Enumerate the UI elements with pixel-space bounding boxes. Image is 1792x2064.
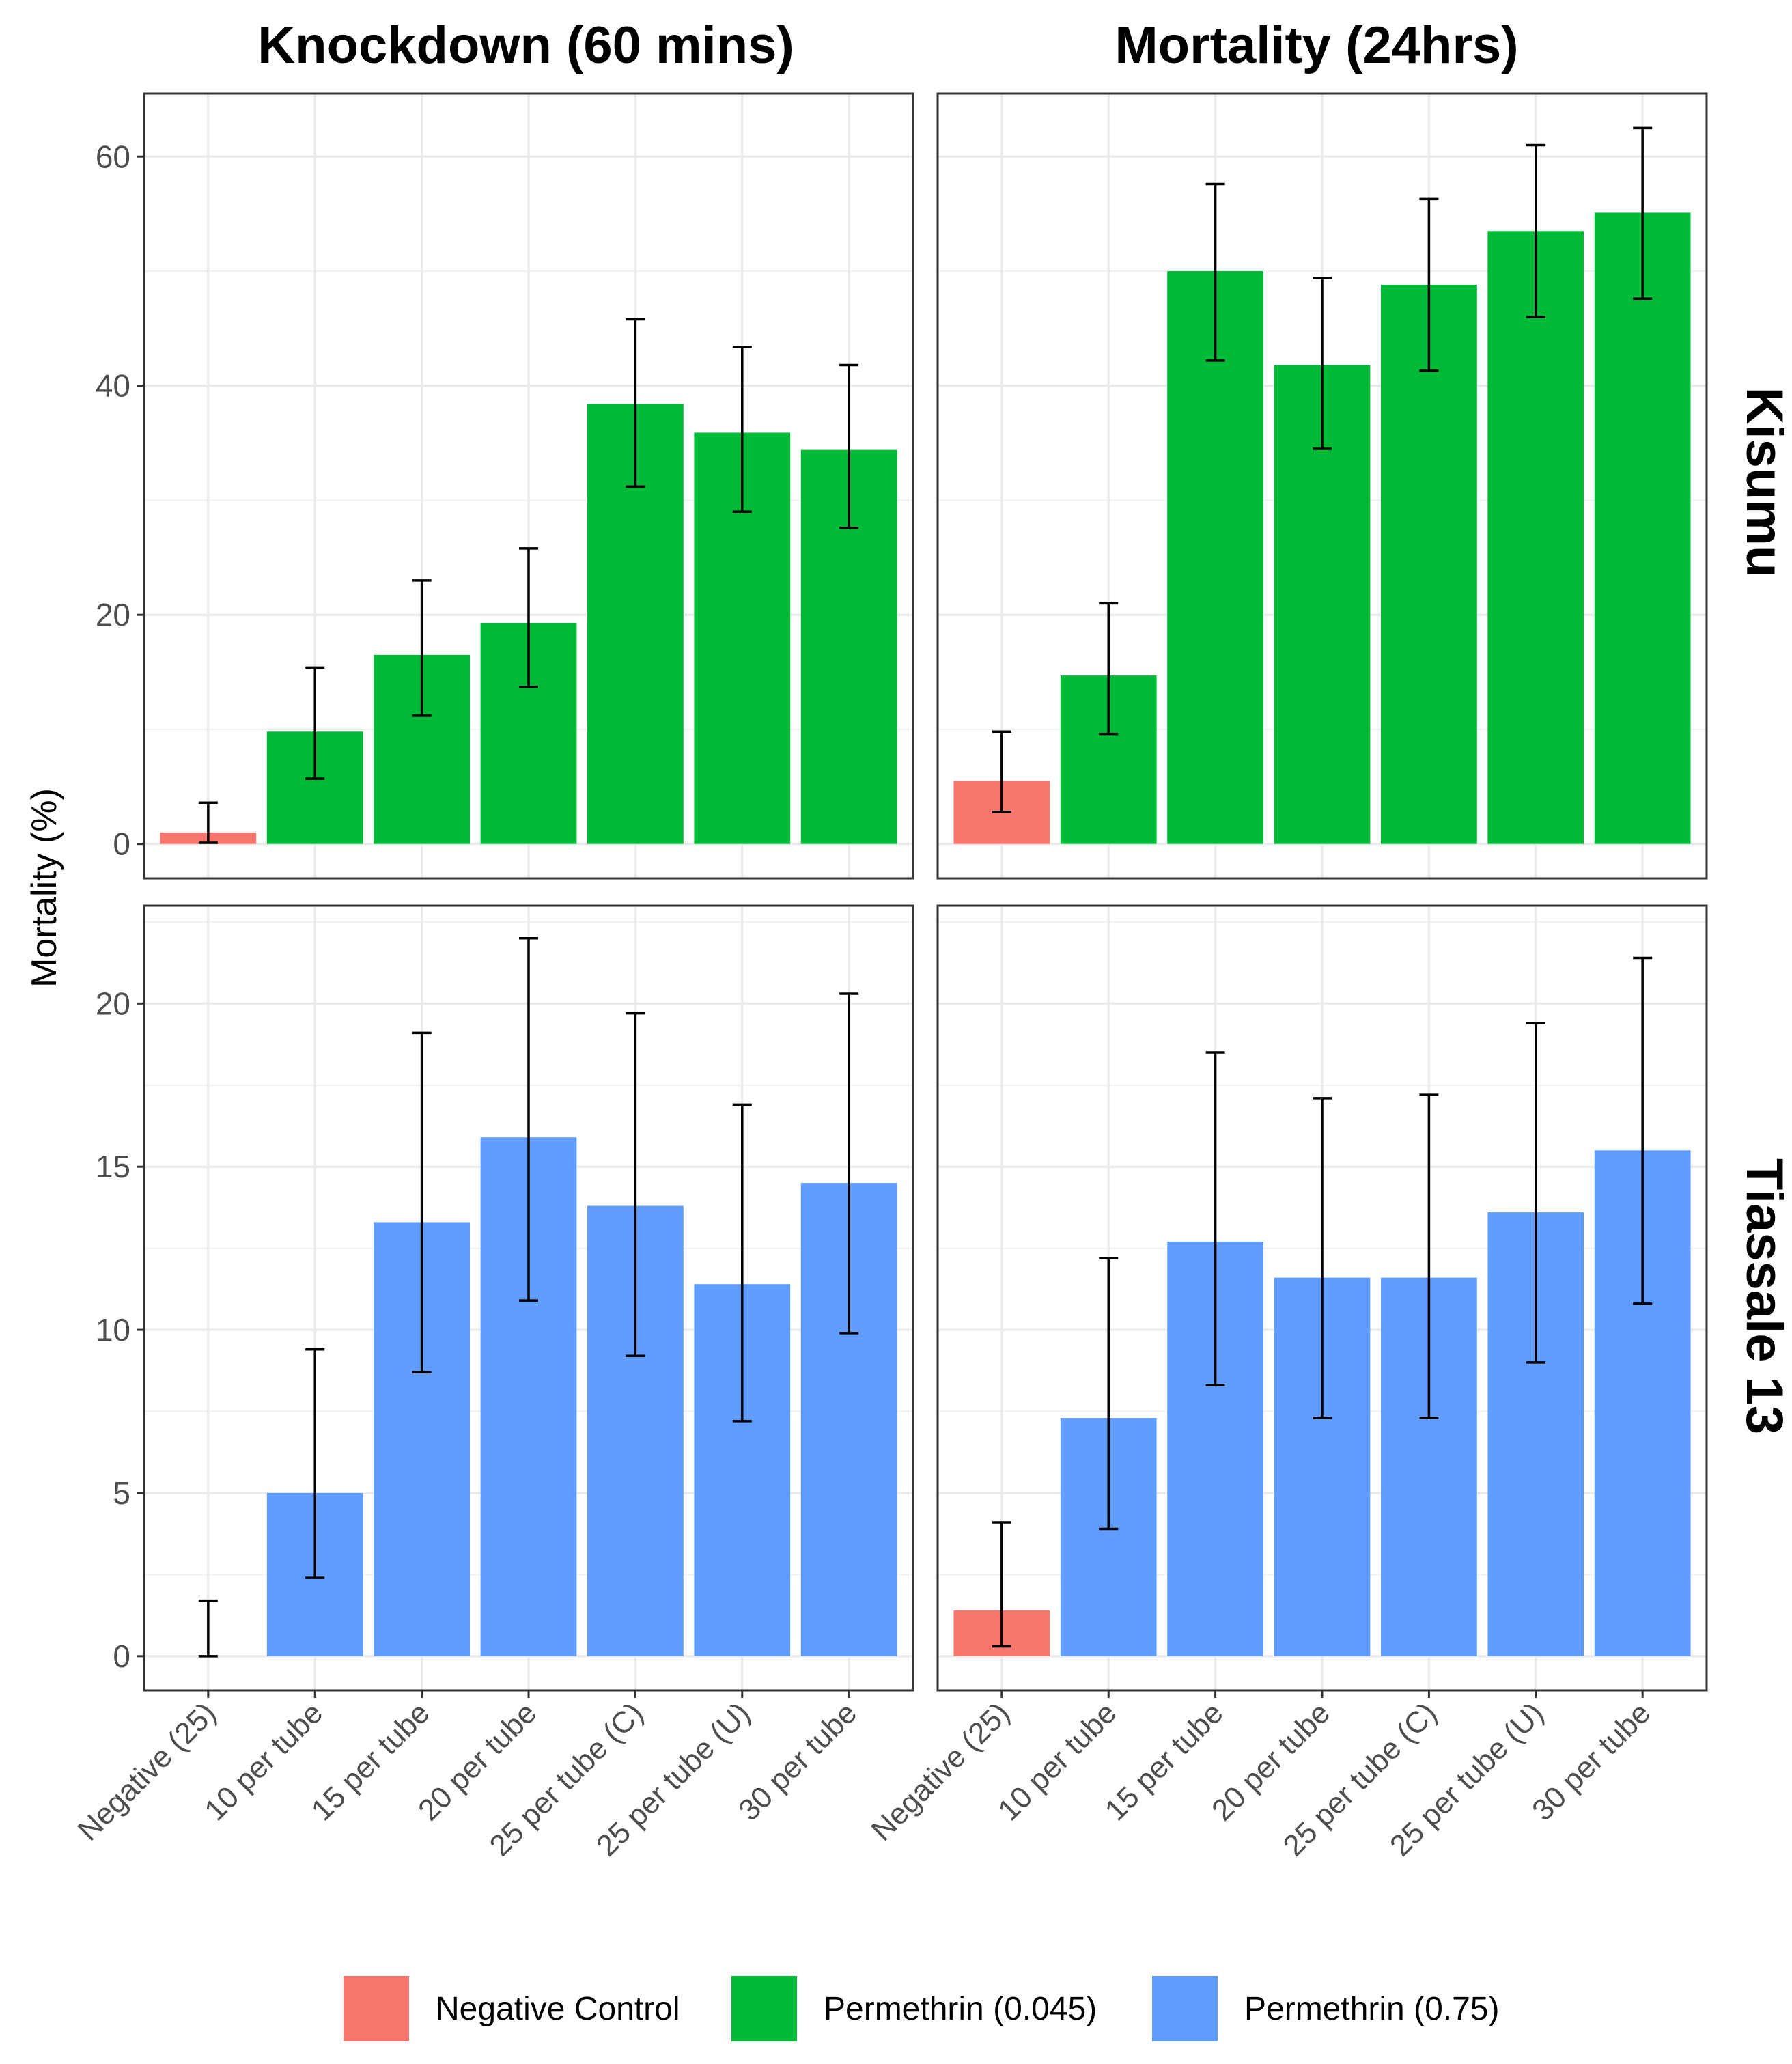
y-tick-label: 5: [113, 1475, 130, 1511]
x-tick-label-negative-25: Negative (25): [71, 1696, 222, 1847]
y-tick-label: 10: [96, 1312, 130, 1348]
panel-border: [936, 92, 1708, 880]
y-tick-label: 20: [96, 986, 130, 1021]
error-bar-25-per-tube-c: [626, 318, 645, 488]
error-bar-negative-25: [992, 1521, 1011, 1648]
y-tick-label: 40: [96, 368, 130, 404]
error-bar-15-per-tube: [1205, 182, 1225, 362]
error-bar-10-per-tube: [305, 666, 325, 780]
row-title-kisumu: Kisumu: [1735, 387, 1792, 578]
error-bar-negative-25: [198, 1599, 218, 1658]
legend-item-permethrin-0-75: Permethrin (0.75): [1152, 1976, 1499, 2041]
error-bar-25-per-tube-u: [732, 1103, 752, 1423]
panels-group: 0 20 40 60 0 5 10 15 20 Negative (25)10 per tube1…: [71, 92, 1708, 1863]
error-bar-negative-25: [198, 801, 218, 844]
panel-kisumu-knockdown-60-mins: 0 20 40 60: [96, 92, 914, 880]
error-bar-25-per-tube-u: [1526, 1022, 1545, 1364]
error-bar-20-per-tube: [519, 547, 538, 688]
legend-label: Permethrin (0.75): [1244, 1991, 1499, 2027]
y-tick-label: 0: [113, 826, 130, 862]
legend-label: Negative Control: [436, 1991, 680, 2027]
y-tick-label: 0: [113, 1638, 130, 1674]
bar-25-per-tube-u: [1487, 231, 1584, 844]
error-bar-20-per-tube: [1313, 277, 1332, 450]
y-tick-label: 15: [96, 1149, 130, 1184]
error-bar-30-per-tube: [839, 992, 859, 1335]
error-bar-25-per-tube-c: [1419, 1093, 1439, 1419]
bar-25-per-tube-c: [1381, 285, 1477, 844]
bar-15-per-tube: [1167, 270, 1263, 844]
error-bar-25-per-tube-u: [1526, 143, 1545, 318]
error-bar-20-per-tube: [519, 937, 538, 1302]
panel-border: [143, 92, 914, 880]
x-tick-label-negative-25: Negative (25): [865, 1696, 1016, 1847]
legend-label: Permethrin (0.045): [824, 1991, 1097, 2027]
legend-key: [344, 1976, 409, 2041]
error-bar-10-per-tube: [305, 1348, 325, 1579]
error-bar-15-per-tube: [412, 579, 432, 717]
y-axis-title: Mortality (%): [25, 788, 64, 988]
error-bar-15-per-tube: [412, 1031, 432, 1373]
error-bar-25-per-tube-u: [732, 345, 752, 513]
error-bar-10-per-tube: [1099, 602, 1119, 736]
legend-key: [1152, 1976, 1218, 2041]
column-title-mortality: Mortality (24hrs): [1115, 16, 1518, 74]
error-bar-30-per-tube: [1633, 956, 1653, 1305]
legend-item-negative-control: Negative Control: [344, 1976, 680, 2041]
bar-30-per-tube: [1594, 212, 1691, 844]
error-bar-30-per-tube: [839, 363, 859, 529]
error-bar-15-per-tube: [1205, 1051, 1225, 1387]
y-tick-label: 60: [96, 139, 130, 174]
error-bar-30-per-tube: [1633, 126, 1653, 300]
y-tick-label: 20: [96, 597, 130, 632]
legend: Negative Control Permethrin (0.045) Permet…: [344, 1976, 1499, 2041]
legend-key: [731, 1976, 797, 2041]
row-title-tiassale: Tiassale 13: [1735, 1158, 1792, 1434]
column-title-knockdown: Knockdown (60 mins): [257, 16, 794, 74]
error-bar-20-per-tube: [1313, 1097, 1332, 1419]
error-bar-negative-25: [992, 730, 1011, 813]
error-bar-25-per-tube-c: [626, 1012, 645, 1358]
legend-item-permethrin-0-045: Permethrin (0.045): [731, 1976, 1097, 2041]
error-bar-25-per-tube-c: [1419, 197, 1439, 372]
error-bar-10-per-tube: [1099, 1257, 1119, 1531]
panel-kisumu-mortality-24hrs: [936, 92, 1708, 880]
